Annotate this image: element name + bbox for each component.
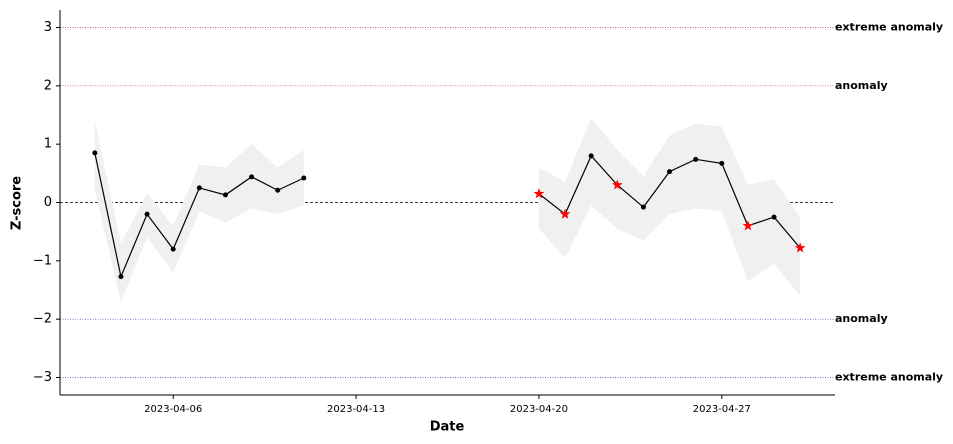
point — [275, 187, 281, 193]
anomaly-point — [742, 220, 754, 231]
point — [249, 174, 255, 180]
point — [667, 169, 673, 175]
y-tick-label: 1 — [44, 137, 52, 152]
point — [196, 185, 202, 191]
y-tick-label: 2 — [44, 78, 52, 93]
point — [719, 160, 725, 166]
x-tick-label: 2023-04-13 — [327, 404, 385, 415]
anomaly-point — [611, 179, 623, 190]
point — [640, 204, 646, 210]
y-axis-label: Z-score — [10, 176, 25, 230]
point — [771, 214, 777, 220]
anomaly-point — [533, 188, 545, 199]
x-tick-label: 2023-04-06 — [144, 404, 202, 415]
confidence-band — [94, 120, 304, 302]
reference-label: extreme anomaly — [835, 371, 943, 384]
y-tick-label: −3 — [33, 370, 52, 385]
point — [222, 192, 228, 198]
point — [92, 150, 98, 156]
anomaly-point — [794, 242, 806, 253]
point — [144, 211, 150, 217]
reference-label: anomaly — [835, 79, 888, 92]
point — [118, 274, 124, 280]
x-tick-label: 2023-04-20 — [510, 404, 568, 415]
point — [301, 175, 307, 181]
x-axis-label: Date — [430, 420, 465, 435]
y-tick-label: 0 — [44, 195, 52, 210]
reference-label: extreme anomaly — [835, 21, 943, 34]
reference-label: anomaly — [835, 312, 888, 325]
anomaly-point — [559, 208, 571, 219]
x-tick-label: 2023-04-27 — [693, 404, 751, 415]
point — [693, 156, 699, 162]
point — [170, 246, 176, 252]
y-tick-label: −1 — [33, 253, 52, 268]
y-tick-label: −2 — [33, 312, 52, 327]
confidence-band — [538, 117, 801, 296]
y-tick-label: 3 — [44, 20, 52, 35]
point — [588, 153, 594, 159]
